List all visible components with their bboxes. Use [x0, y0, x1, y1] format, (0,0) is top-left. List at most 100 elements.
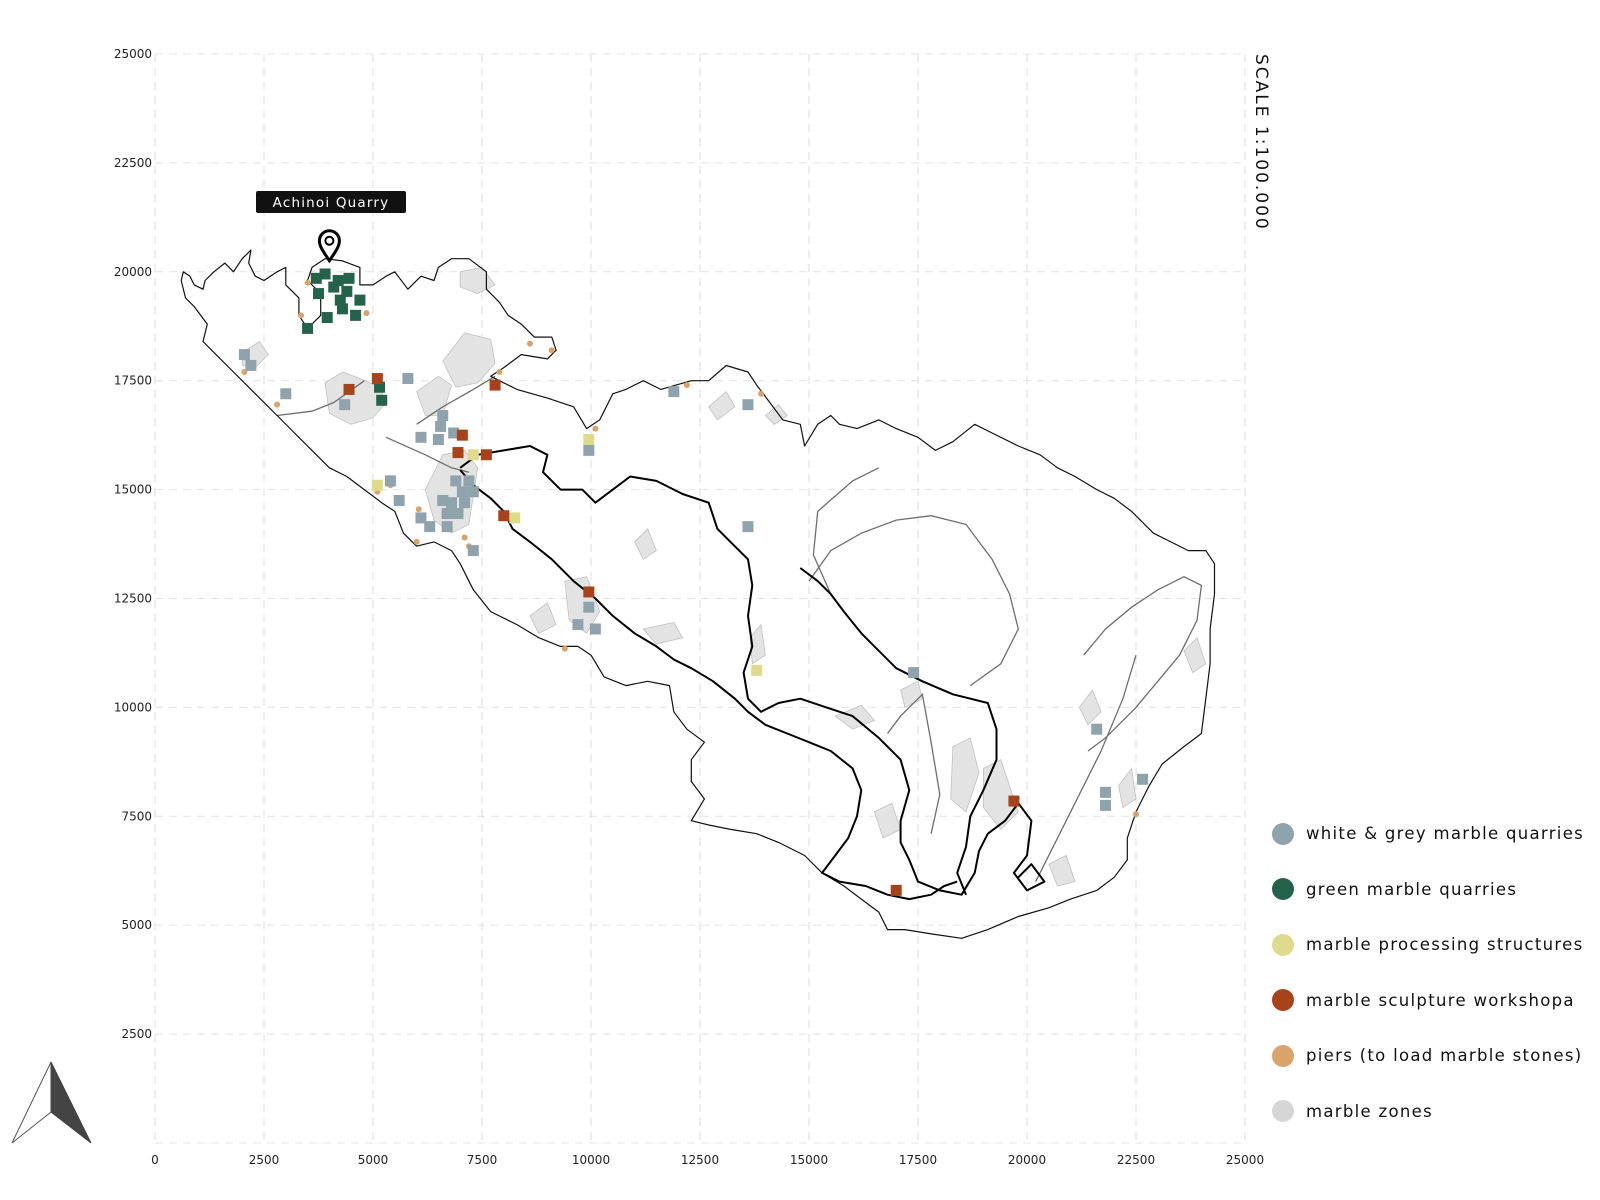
pier-marker[interactable] [548, 347, 555, 354]
pier-marker[interactable] [413, 538, 420, 545]
marble-zone [529, 602, 557, 634]
white-grey-quarry-marker[interactable] [441, 508, 453, 520]
white-grey-quarry-marker[interactable] [1091, 723, 1103, 735]
green-quarry-marker[interactable] [302, 322, 314, 334]
legend-item: white & grey marble quarries [1272, 806, 1600, 862]
sculpture-workshop-marker[interactable] [890, 884, 902, 896]
white-grey-quarry-marker[interactable] [668, 386, 680, 398]
white-grey-quarry-marker[interactable] [742, 399, 754, 411]
green-quarry-marker[interactable] [354, 294, 366, 306]
green-quarry-marker[interactable] [310, 272, 322, 284]
white-grey-quarry-marker[interactable] [572, 619, 584, 631]
white-grey-quarry-marker[interactable] [459, 497, 471, 509]
green-quarry-marker[interactable] [336, 303, 348, 315]
map-pin-icon[interactable] [317, 229, 341, 264]
pier-marker[interactable] [461, 534, 468, 541]
processing-structure-marker[interactable] [509, 512, 521, 524]
white-grey-quarry-marker[interactable] [393, 494, 405, 506]
green-quarry-marker[interactable] [341, 285, 353, 297]
boundary-line [886, 692, 941, 834]
sculpture-workshop-marker[interactable] [1008, 795, 1020, 807]
pier-marker[interactable] [758, 390, 765, 397]
green-quarry-marker[interactable] [319, 268, 331, 280]
pier-marker[interactable] [1133, 811, 1139, 818]
pier-marker[interactable] [298, 312, 305, 319]
pier-marker[interactable] [561, 645, 568, 652]
green-quarry-marker[interactable] [328, 281, 340, 293]
white-grey-quarry-marker[interactable] [467, 545, 479, 557]
white-grey-quarry-marker[interactable] [742, 521, 754, 533]
pier-marker[interactable] [496, 368, 503, 375]
white-grey-quarry-marker[interactable] [402, 373, 414, 385]
sculpture-workshop-marker[interactable] [343, 383, 355, 395]
green-quarry-marker[interactable] [350, 309, 362, 321]
pier-marker[interactable] [274, 401, 281, 408]
white-grey-quarry-marker[interactable] [245, 359, 257, 371]
sculpture-workshop-marker[interactable] [498, 510, 510, 522]
white-grey-quarry-marker[interactable] [384, 475, 396, 487]
green-quarry-marker[interactable] [334, 294, 346, 306]
legend-item: piers (to load marble stones) [1272, 1028, 1600, 1084]
marble-zone [1183, 636, 1207, 674]
sculpture-workshop-marker[interactable] [371, 373, 383, 385]
white-grey-quarry-marker[interactable] [339, 399, 351, 411]
white-grey-quarry-marker[interactable] [441, 521, 453, 533]
title-badge-bg [256, 191, 406, 213]
white-grey-quarry-marker[interactable] [450, 475, 462, 487]
white-grey-quarry-marker[interactable] [583, 444, 595, 456]
white-grey-quarry-marker[interactable] [415, 431, 427, 443]
white-grey-quarry-marker[interactable] [448, 427, 460, 439]
white-grey-quarry-marker[interactable] [452, 508, 464, 520]
sculpture-workshop-marker[interactable] [480, 449, 492, 461]
white-grey-quarry-marker[interactable] [424, 521, 436, 533]
sculpture-workshop-marker[interactable] [456, 429, 468, 441]
white-grey-quarry-marker[interactable] [1099, 799, 1111, 811]
sculpture-workshop-marker[interactable] [452, 447, 464, 459]
white-grey-quarry-marker[interactable] [1099, 786, 1111, 798]
sculpture-workshop-marker[interactable] [489, 379, 501, 391]
processing-structure-marker[interactable] [583, 434, 595, 446]
location-pin-group[interactable]: Achinoi Quarry [256, 191, 406, 264]
white-grey-quarry-marker[interactable] [437, 410, 449, 422]
green-quarry-marker[interactable] [313, 288, 324, 300]
white-grey-quarry-marker[interactable] [280, 388, 292, 400]
pier-marker[interactable] [304, 279, 311, 286]
pier-marker[interactable] [415, 506, 422, 513]
white-grey-quarry-marker[interactable] [467, 486, 479, 498]
title-badge: Achinoi Quarry [273, 195, 390, 211]
green-quarry-marker[interactable] [374, 381, 386, 393]
pier-marker[interactable] [683, 382, 690, 389]
white-grey-quarry-marker[interactable] [583, 601, 595, 613]
white-grey-quarry-marker[interactable] [437, 494, 449, 506]
x-tick-label: 17500 [899, 1153, 937, 1167]
green-quarry-marker[interactable] [332, 275, 344, 287]
pier-marker[interactable] [592, 425, 599, 432]
pier-marker[interactable] [526, 340, 533, 347]
legend-label: white & grey marble quarries [1306, 824, 1585, 844]
green-quarry-marker[interactable] [376, 394, 388, 406]
white-grey-quarry-marker[interactable] [456, 486, 468, 498]
x-tick-label: 0 [151, 1153, 159, 1167]
legend: white & grey marble quarries green marble… [1272, 806, 1600, 1139]
white-grey-quarry-marker[interactable] [435, 420, 447, 432]
pier-marker[interactable] [363, 310, 370, 317]
white-grey-quarry-marker[interactable] [1137, 773, 1149, 785]
boundary-line [808, 515, 1019, 687]
white-grey-quarry-marker[interactable] [908, 667, 920, 679]
white-grey-quarry-marker[interactable] [238, 349, 250, 361]
processing-structure-marker[interactable] [371, 479, 383, 491]
marble-zone [873, 802, 902, 839]
sculpture-workshop-marker[interactable] [583, 586, 595, 598]
white-grey-quarry-marker[interactable] [589, 623, 601, 635]
processing-structure-marker[interactable] [751, 664, 763, 676]
white-grey-quarry-marker[interactable] [463, 475, 475, 487]
green-quarry-marker[interactable] [343, 272, 355, 284]
boundary-line [1083, 575, 1203, 752]
white-grey-quarry-marker[interactable] [445, 497, 457, 509]
processing-structure-marker[interactable] [467, 449, 479, 461]
white-grey-quarry-marker[interactable] [432, 434, 444, 446]
x-tick-label: 15000 [790, 1153, 828, 1167]
white-grey-quarry-marker[interactable] [415, 512, 427, 524]
green-quarry-marker[interactable] [321, 312, 333, 324]
north-arrow-icon [11, 1061, 92, 1144]
